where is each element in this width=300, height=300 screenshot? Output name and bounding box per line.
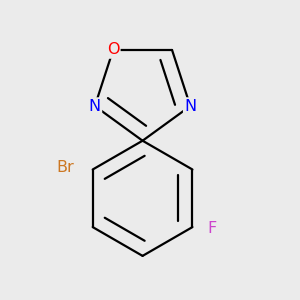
Text: N: N <box>184 99 196 114</box>
Text: Br: Br <box>56 160 74 175</box>
Text: F: F <box>207 221 217 236</box>
Text: N: N <box>89 99 101 114</box>
Text: O: O <box>107 43 119 58</box>
